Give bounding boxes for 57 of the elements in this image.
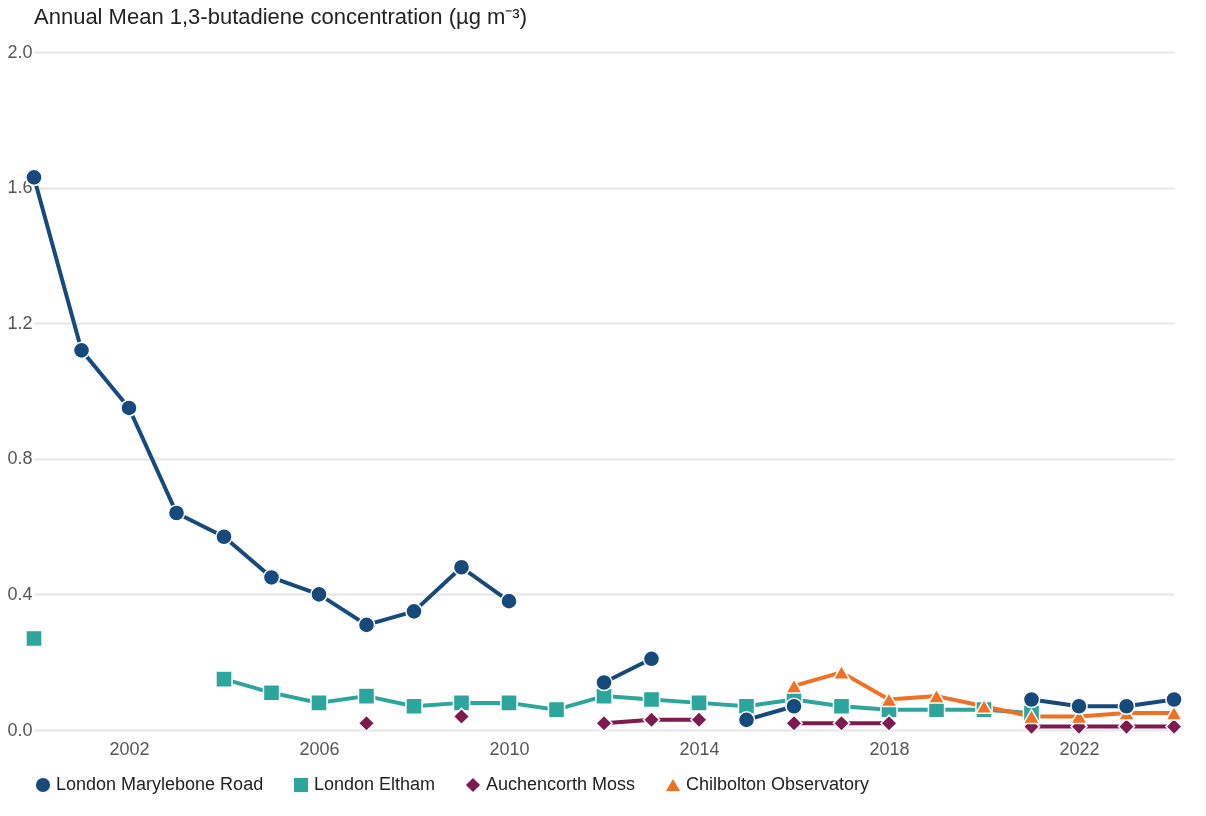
point — [595, 714, 613, 733]
y-tick-label: 0.8 — [7, 448, 33, 469]
point — [1022, 690, 1041, 709]
x-tick-label: 2002 — [109, 738, 150, 759]
point — [1070, 697, 1088, 716]
point — [1165, 690, 1183, 709]
point — [832, 714, 851, 733]
point — [927, 688, 946, 704]
point — [262, 568, 281, 587]
legend-label: London Marylebone Road — [56, 774, 264, 794]
point — [642, 711, 661, 729]
point — [405, 602, 423, 621]
y-tick-label: 1.2 — [7, 312, 33, 333]
point — [310, 585, 328, 604]
point — [690, 711, 708, 729]
legend-label: Chilbolton Observatory — [686, 774, 870, 794]
point — [357, 687, 376, 705]
point — [357, 714, 376, 733]
point — [452, 694, 471, 712]
x-tick-label: 2018 — [869, 738, 910, 759]
point — [25, 629, 43, 648]
point — [642, 650, 661, 668]
point — [262, 683, 281, 702]
point — [547, 700, 566, 719]
point — [500, 592, 518, 610]
y-tick-label: 2.0 — [7, 41, 33, 62]
point — [785, 678, 803, 694]
point — [880, 714, 898, 733]
x-tick-label: 2010 — [489, 738, 530, 759]
point — [405, 697, 423, 716]
point — [690, 694, 708, 712]
chart-title: Annual Mean 1,3-butadiene concentration (µg m⁻³) — [34, 4, 527, 29]
point — [500, 694, 518, 712]
point — [1022, 708, 1041, 725]
point — [215, 670, 233, 688]
point — [357, 616, 376, 634]
point — [785, 697, 803, 716]
point — [595, 673, 613, 692]
legend-label: Auchencorth Moss — [486, 774, 636, 794]
point — [832, 697, 851, 716]
point — [167, 504, 186, 522]
point — [642, 690, 661, 709]
point — [452, 558, 471, 577]
point — [785, 714, 803, 733]
point — [72, 341, 91, 360]
point — [1117, 697, 1136, 716]
x-tick-label: 2006 — [299, 738, 340, 759]
x-tick-label: 2022 — [1059, 738, 1100, 759]
y-tick-label: 0.4 — [7, 583, 33, 604]
point — [737, 711, 756, 729]
x-tick-label: 2014 — [679, 738, 720, 759]
point — [120, 399, 138, 417]
point — [310, 694, 328, 712]
point — [215, 527, 233, 546]
point — [452, 707, 471, 726]
y-tick-label: 0.0 — [7, 719, 33, 740]
legend-label: London Eltham — [314, 774, 436, 794]
